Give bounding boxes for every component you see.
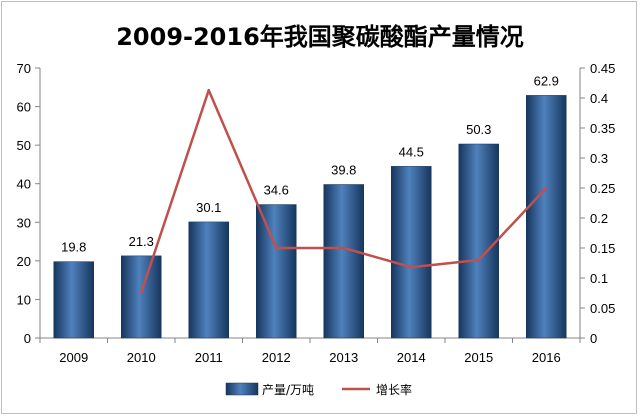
line-point xyxy=(342,246,345,250)
line-point xyxy=(207,89,210,92)
x-tick-label: 2009 xyxy=(59,350,88,365)
bar xyxy=(256,204,297,339)
y-right-tick-label: 0.1 xyxy=(590,271,608,286)
y-right-tick-label: 0.15 xyxy=(590,241,615,256)
legend: 产量/万吨 增长率 xyxy=(225,382,412,397)
legend-bar-label: 产量/万吨 xyxy=(262,383,314,397)
data-label: 62.9 xyxy=(534,73,559,88)
bar xyxy=(526,95,567,339)
line-point xyxy=(275,246,278,250)
y-left-tick-label: 40 xyxy=(17,177,31,192)
bar xyxy=(188,221,229,339)
bar xyxy=(458,143,499,339)
line-point xyxy=(410,266,413,269)
y-left-tick-label: 10 xyxy=(17,292,31,307)
line-point xyxy=(140,291,143,294)
x-tick-label: 2010 xyxy=(127,350,156,365)
bar xyxy=(121,255,162,339)
y-left-tick-label: 0 xyxy=(24,331,31,346)
y-right-tick-label: 0.25 xyxy=(590,181,615,196)
y-right-tick-label: 0.2 xyxy=(590,211,608,226)
line-point xyxy=(477,258,480,262)
data-label: 30.1 xyxy=(196,200,221,215)
x-tick-label: 2012 xyxy=(262,350,291,365)
x-tick-label: 2016 xyxy=(532,350,561,365)
x-tick-label: 2014 xyxy=(397,350,426,365)
bar xyxy=(323,184,364,339)
x-tick-label: 2011 xyxy=(195,350,223,365)
line-point xyxy=(545,186,548,190)
x-tick-label: 2013 xyxy=(329,350,358,365)
y-right-tick-label: 0.05 xyxy=(590,301,615,316)
y-right-tick-label: 0 xyxy=(590,331,597,346)
bar xyxy=(53,261,94,339)
y-right-tick-label: 0.3 xyxy=(590,151,608,166)
data-label: 44.5 xyxy=(399,144,424,159)
bar xyxy=(391,166,432,339)
data-label: 34.6 xyxy=(264,183,289,198)
y-left-tick-label: 20 xyxy=(17,254,31,269)
legend-bar-swatch xyxy=(225,382,259,396)
data-label: 19.8 xyxy=(61,240,86,255)
legend-line-label: 增长率 xyxy=(376,382,412,397)
bars: 19.8 21.3 30.1 34.6 39.8 44.5 50.3 62.9 xyxy=(53,73,567,339)
y-right-tick-label: 0.4 xyxy=(590,91,608,106)
growth-line xyxy=(140,88,548,294)
data-label: 21.3 xyxy=(129,234,154,249)
y-left-tick-label: 30 xyxy=(17,215,31,230)
y-left-tick-label: 60 xyxy=(17,100,31,115)
y-right-tick-label: 0.35 xyxy=(590,121,615,136)
data-label: 39.8 xyxy=(331,162,356,177)
data-label: 50.3 xyxy=(466,122,491,137)
chart-title: 2009-2016年我国聚碳酸酯产量情况 xyxy=(116,23,524,51)
axes: 0 10 20 30 40 50 60 70 0 0.05 0.1 0.15 0.2 0.25 0.3 0.3… xyxy=(17,61,616,365)
y-left-tick-label: 70 xyxy=(17,61,31,76)
y-left-tick-label: 50 xyxy=(17,138,31,153)
x-tick-label: 2015 xyxy=(464,350,493,365)
y-right-tick-label: 0.45 xyxy=(590,61,615,76)
